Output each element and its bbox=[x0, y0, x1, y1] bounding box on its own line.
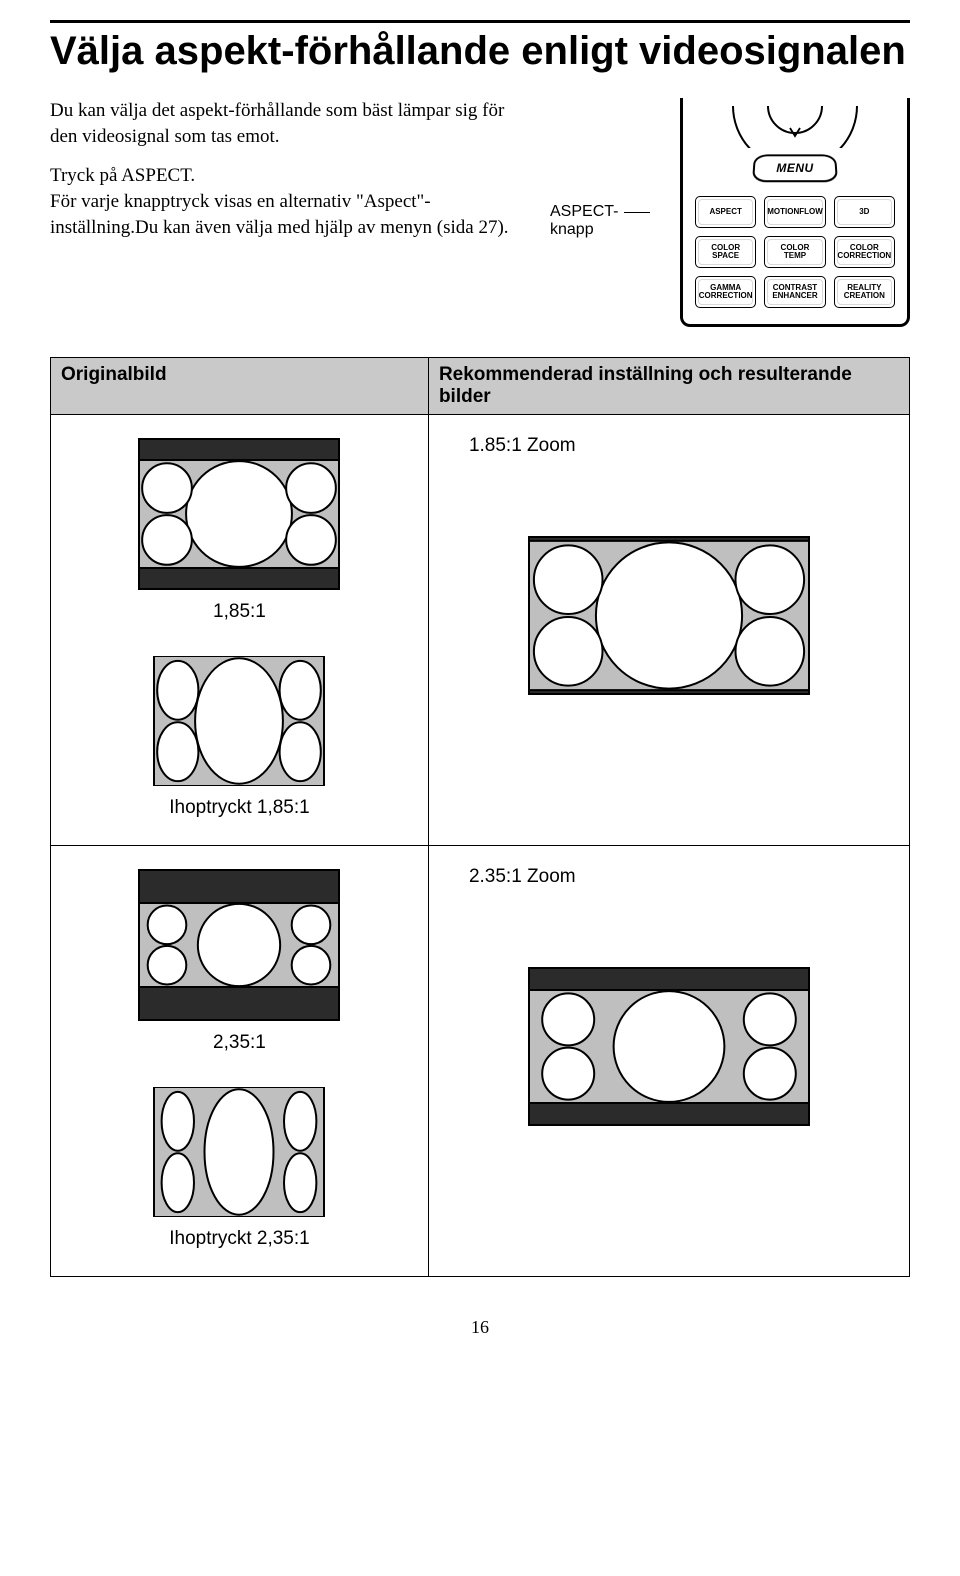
th-recommended: Rekommenderad inställning och resulteran… bbox=[428, 358, 909, 415]
fig-185-result bbox=[525, 533, 813, 698]
fig-235-result bbox=[525, 964, 813, 1129]
aspect-table: Originalbild Rekommenderad inställning o… bbox=[50, 357, 910, 1277]
row2-left: 2,35:1 Ihoptryckt 2,35:1 bbox=[51, 846, 429, 1277]
page-number: 16 bbox=[50, 1317, 910, 1338]
intro-p3: För varje knapptryck visas en alternativ… bbox=[50, 191, 509, 238]
button-grid: ASPECT MOTIONFLOW 3D COLORSPACE COLORTEM… bbox=[695, 196, 895, 308]
motionflow-button[interactable]: MOTIONFLOW bbox=[764, 196, 825, 228]
caption-235-squeezed: Ihoptryckt 2,35:1 bbox=[169, 1228, 309, 1250]
color-temp-button[interactable]: COLORTEMP bbox=[764, 236, 825, 268]
intro-text: Du kan välja det aspekt-förhållande som … bbox=[50, 98, 520, 327]
remote: MENU ASPECT MOTIONFLOW 3D COLORSPACE COL… bbox=[680, 98, 910, 327]
aspect-pointer-l1: ASPECT- bbox=[550, 203, 618, 221]
caption-185-squeezed: Ihoptryckt 1,85:1 bbox=[169, 797, 309, 819]
3d-button[interactable]: 3D bbox=[834, 196, 895, 228]
row2-right: 2.35:1 Zoom bbox=[428, 846, 909, 1277]
color-space-button[interactable]: COLORSPACE bbox=[695, 236, 756, 268]
fig-185-letterbox bbox=[135, 435, 343, 593]
label-185-zoom: 1.85:1 Zoom bbox=[469, 435, 899, 457]
fig-235-squeezed bbox=[150, 1084, 328, 1220]
row1-right: 1.85:1 Zoom bbox=[428, 415, 909, 846]
intro-p1: Du kan välja det aspekt-förhållande som … bbox=[50, 98, 520, 149]
label-235-zoom: 2.35:1 Zoom bbox=[469, 866, 899, 888]
page-title: Välja aspekt-förhållande enligt videosig… bbox=[50, 29, 910, 74]
fig-235-letterbox bbox=[135, 866, 343, 1024]
intro-p2: Tryck på ASPECT. bbox=[50, 165, 195, 186]
gamma-correction-button[interactable]: GAMMACORRECTION bbox=[695, 276, 756, 308]
aspect-button[interactable]: ASPECT bbox=[695, 196, 756, 228]
reality-creation-button[interactable]: REALITYCREATION bbox=[834, 276, 895, 308]
caption-185: 1,85:1 bbox=[213, 601, 266, 623]
aspect-pointer: ASPECT- knapp bbox=[550, 98, 650, 327]
caption-235: 2,35:1 bbox=[213, 1032, 266, 1054]
contrast-enhancer-button[interactable]: CONTRASTENHANCER bbox=[764, 276, 825, 308]
row1-left: 1,85:1 Ihoptryckt 1,85:1 bbox=[51, 415, 429, 846]
menu-button-label: MENU bbox=[776, 161, 814, 175]
nav-ring bbox=[730, 106, 860, 148]
fig-185-squeezed bbox=[150, 653, 328, 789]
menu-button[interactable]: MENU bbox=[752, 154, 838, 182]
color-correction-button[interactable]: COLORCORRECTION bbox=[834, 236, 895, 268]
aspect-pointer-l2: knapp bbox=[550, 221, 594, 238]
th-original: Originalbild bbox=[51, 358, 429, 415]
